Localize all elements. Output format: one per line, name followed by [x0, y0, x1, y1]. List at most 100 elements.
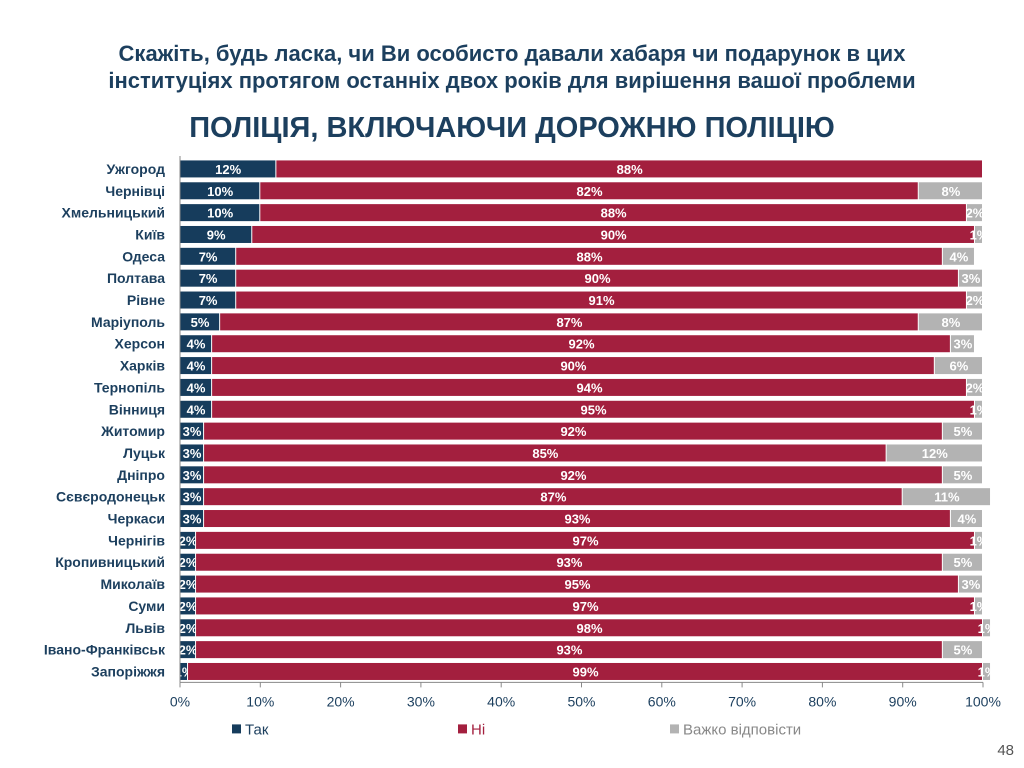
legend-swatch [232, 724, 241, 734]
category-label: Сєвєродонецьк [56, 489, 166, 505]
data-label: 2% [179, 599, 198, 614]
x-tick-label: 0% [170, 693, 190, 709]
data-label: 94% [577, 380, 603, 395]
x-tick-label: 70% [728, 693, 756, 709]
data-label: 7% [199, 249, 218, 264]
bar-segment-1 [180, 510, 204, 528]
bar-segment-3 [974, 225, 982, 243]
bar-segment-2 [204, 444, 886, 462]
bar-segment-2 [212, 357, 934, 375]
data-label: 8% [941, 315, 960, 330]
bar-segment-1 [180, 291, 236, 309]
data-label: 99% [572, 664, 598, 679]
data-label: 4% [187, 380, 206, 395]
bar-segment-1 [180, 225, 252, 243]
legend-label: Так [245, 721, 269, 738]
bar-segment-3 [966, 378, 982, 396]
bar-segment-2 [188, 662, 982, 680]
category-label: Дніпро [117, 467, 165, 483]
category-label: Кропивницький [55, 554, 165, 570]
category-label: Львів [125, 620, 165, 636]
x-tick-label: 80% [808, 693, 836, 709]
category-label: Херсон [115, 336, 165, 352]
bar-segment-1 [180, 662, 188, 680]
data-label: 3% [962, 577, 981, 592]
data-label: 82% [577, 184, 603, 199]
data-label: 11% [934, 490, 960, 505]
bar-segment-3 [966, 204, 982, 222]
data-label: 93% [556, 555, 582, 570]
data-label: 1% [970, 227, 989, 242]
data-label: 92% [568, 337, 594, 352]
data-label: 4% [187, 402, 206, 417]
data-label: 4% [187, 337, 206, 352]
bar-segment-1 [180, 597, 196, 615]
bar-segment-3 [886, 444, 982, 462]
data-label: 2% [179, 577, 198, 592]
data-label: 87% [540, 490, 566, 505]
bar-segment-2 [260, 204, 966, 222]
bar-segment-3 [958, 269, 982, 287]
bar-segment-2 [196, 575, 958, 593]
data-label: 5% [954, 424, 973, 439]
legend-label: Важко відповісти [683, 721, 801, 738]
bar-segment-2 [236, 269, 958, 287]
data-label: 90% [560, 359, 586, 374]
bar-segment-2 [212, 335, 950, 353]
bar-segment-2 [204, 510, 950, 528]
bar-segment-1 [180, 422, 204, 440]
category-label: Київ [135, 226, 165, 242]
bar-segment-3 [983, 619, 991, 637]
data-label: 3% [183, 468, 202, 483]
data-label: 9% [207, 227, 226, 242]
bar-segment-1 [180, 313, 220, 331]
category-label: Миколаїв [100, 576, 165, 592]
data-label: 91% [589, 293, 615, 308]
data-label: 3% [183, 446, 202, 461]
category-label: Одеса [122, 248, 165, 264]
bar-segment-1 [180, 204, 260, 222]
data-label: 8% [941, 184, 960, 199]
bar-segment-2 [196, 531, 974, 549]
bar-segment-2 [196, 553, 942, 571]
bar-segment-2 [196, 597, 974, 615]
bar-segment-3 [918, 313, 982, 331]
bar-segment-1 [180, 400, 212, 418]
bar-segment-3 [950, 510, 982, 528]
data-label: 10% [207, 184, 233, 199]
bar-segment-1 [180, 357, 212, 375]
bar-segment-3 [902, 488, 991, 506]
bar-segment-3 [918, 182, 982, 200]
data-label: 2% [179, 533, 198, 548]
data-label: 3% [183, 490, 202, 505]
bar-segment-2 [204, 488, 902, 506]
category-label: Полтава [107, 270, 165, 286]
title-line-1: Скажіть, будь ласка, чи Ви особисто дава… [118, 41, 906, 66]
data-label: 90% [601, 227, 627, 242]
data-label: 93% [564, 512, 590, 527]
bar-segment-2 [220, 313, 918, 331]
bar-segment-2 [212, 400, 974, 418]
bar-segment-3 [942, 422, 982, 440]
bar-segment-2 [276, 160, 982, 178]
bar-segment-1 [180, 247, 236, 265]
chart-subtitle: ПОЛІЦІЯ, ВКЛЮЧАЮЧИ ДОРОЖНЮ ПОЛІЦІЮ [189, 112, 835, 144]
data-label: 4% [187, 359, 206, 374]
data-label: 93% [556, 643, 582, 658]
category-label: Харків [120, 358, 166, 374]
legend-swatch [670, 724, 679, 734]
data-label: 88% [617, 162, 643, 177]
data-label: 95% [564, 577, 590, 592]
data-label: 98% [577, 621, 603, 636]
data-label: 2% [966, 380, 985, 395]
bar-segment-2 [204, 422, 942, 440]
data-label: 90% [585, 271, 611, 286]
category-label: Луцьк [123, 445, 166, 461]
x-tick-label: 20% [327, 693, 355, 709]
bar-segment-1 [180, 444, 204, 462]
bar-segment-3 [934, 357, 982, 375]
bar-segment-1 [180, 182, 260, 200]
data-label: 12% [922, 446, 948, 461]
bar-segment-1 [180, 488, 204, 506]
bar-segment-3 [983, 662, 991, 680]
